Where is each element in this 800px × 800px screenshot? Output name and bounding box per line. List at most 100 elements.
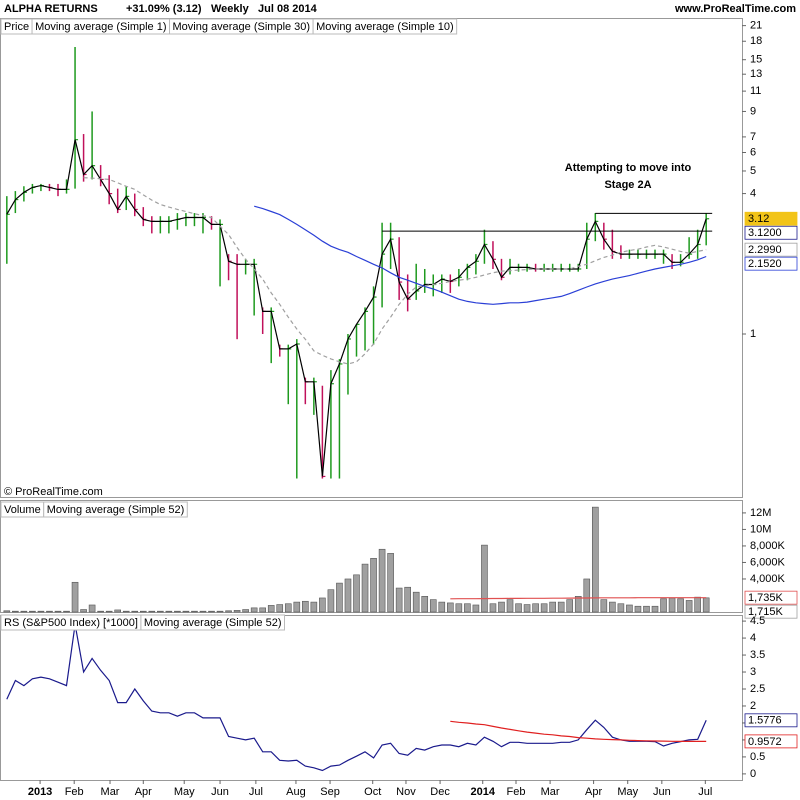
volume-bar [574,596,582,613]
legend-label: Moving average (Simple 52) [144,617,282,629]
volume-bar [267,605,275,613]
volume-bar [481,544,488,613]
period: Weekly [211,3,250,15]
volume-bar [80,609,87,613]
x-tick-label: May [174,786,195,798]
value-tag [744,242,798,257]
volume-bar [523,604,531,613]
legend-box [312,18,458,35]
rs-panel [0,615,743,781]
value-tag [744,590,798,605]
series-line [450,720,707,742]
legend-label: Price [4,21,29,33]
volume-bar [370,558,377,613]
volume-bar [677,598,684,613]
x-tick-label: Aug [286,786,306,798]
x-tick-label: Mar [541,786,560,798]
volume-bar [54,610,62,613]
volume-bar [139,610,147,613]
volume-bar [63,610,70,613]
value-tag-label: 0.9572 [748,736,782,748]
x-tick-label: May [617,786,638,798]
x-tick-label: Jul [698,786,712,798]
volume-bar [233,610,241,613]
volume-bar [353,574,360,613]
volume-bar [404,586,411,613]
volume-bar [447,602,454,613]
date: Jul 08 2014 [258,3,318,15]
legend-box [140,614,285,631]
volume-bar [643,605,650,613]
y-tick-label: 2 [750,700,756,712]
series-line [450,597,707,600]
volume-bar [455,603,463,613]
site: www.ProRealTime.com [674,3,796,15]
value-tag-label: 1.5776 [748,715,782,727]
volume-bar [600,599,608,613]
volume-bar [131,610,139,613]
volume-bar [37,610,45,613]
volume-bar [609,601,616,613]
value-tag-label: 3.1200 [748,227,782,239]
volume-bar [327,589,335,613]
legend-label: RS (S&P500 Index) [*1000] [4,617,138,629]
legend-label: Moving average (Simple 30) [173,21,311,33]
value-tag-label: 1,735K [748,592,784,604]
volume-bar [46,610,53,613]
y-tick-label: 1 [750,328,756,340]
x-tick-label: Apr [585,786,602,798]
x-tick-label: 2013 [28,786,52,798]
volume-bar [122,610,130,613]
volume-bar [225,610,232,613]
volume-bar [250,607,258,613]
volume-bar [472,604,480,613]
volume-bar [12,610,19,613]
volume-bar [208,610,215,613]
volume-bar [276,604,284,613]
x-tick-label: Feb [65,786,84,798]
volume-bar [174,610,181,613]
x-tick-label: Apr [135,786,152,798]
volume-bar [566,599,574,613]
volume-bar [489,603,497,613]
value-tag [744,256,798,271]
volume-bar [498,601,505,613]
volume-bar [191,610,198,613]
y-tick-label: 0.5 [750,751,765,763]
y-tick-label: 0 [750,768,756,780]
value-tag-label: 1,715K [748,606,784,618]
volume-bar [702,597,710,613]
legend-label: Moving average (Simple 10) [316,21,454,33]
y-tick-label: 2.5 [750,683,765,695]
volume-bar [199,610,207,613]
volume-bar [216,610,224,613]
volume-bar [387,553,394,613]
series-line [83,177,707,365]
volume-bar [592,506,599,613]
instrument-name: ALPHA RETURNS [4,3,98,15]
volume-bar [464,603,471,613]
volume-bar [88,604,96,613]
value-tag [744,225,798,240]
x-tick-label: Jul [249,786,263,798]
volume-bar [3,610,11,613]
x-tick-label: Sep [320,786,340,798]
volume-bar [105,610,113,613]
volume-bar [395,587,403,613]
y-tick-label: 13 [750,68,762,80]
y-tick-label: 18 [750,35,762,47]
price-change: +31.09% (3.12) [126,3,202,15]
y-tick-label: 5 [750,165,756,177]
y-tick-label: 15 [750,54,762,66]
volume-bar [242,609,249,613]
y-tick-label: 6 [750,146,756,158]
volume-bar [421,596,429,613]
value-tag-label: 3.12 [748,213,769,225]
volume-bar [29,610,36,613]
annotation: Stage 2A [604,179,651,191]
volume-bar [310,601,318,613]
volume-bar [549,601,556,613]
series-line [6,624,707,772]
volume-bar [157,610,164,613]
y-tick-label: 10M [750,523,771,535]
